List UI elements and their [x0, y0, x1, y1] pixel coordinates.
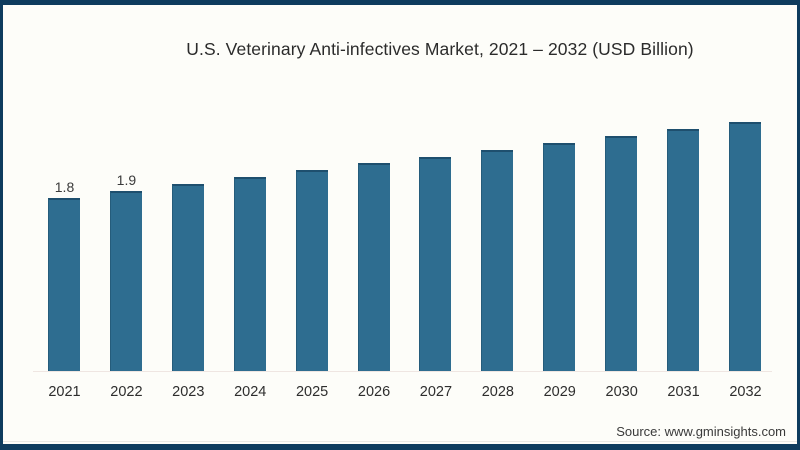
x-axis-tick-label-2022: 2022 [110, 384, 143, 400]
x-axis-tick-label-2031: 2031 [667, 384, 700, 400]
bar-2031: 2031 [667, 129, 700, 400]
bar-2032: 2032 [728, 122, 762, 400]
x-axis-tick-label-2023: 2023 [172, 384, 205, 400]
x-axis-tick-label-2021: 2021 [48, 384, 81, 400]
x-axis-tick-label-2028: 2028 [481, 384, 514, 400]
x-axis-tick-label-2027: 2027 [419, 384, 453, 400]
x-axis-tick-label-2032: 2032 [729, 384, 762, 400]
bar-2024: 2024 [233, 177, 266, 400]
bar-2026: 2026 [357, 163, 390, 400]
bars-container: 1.8 2021 1.9 2022 2023 2024 2025 2026 2027 2028 20… [48, 5, 762, 400]
footer-divider [3, 441, 797, 442]
plot-area: 1.8 2021 1.9 2022 2023 2024 2025 2026 2027 2028 20… [3, 5, 797, 400]
bar-value-label-2021: 1.8 [54, 179, 75, 195]
bar-value-label-2022: 1.9 [116, 172, 137, 188]
source-attribution: Source: www.gminsights.com [616, 424, 786, 439]
bar-2027: 2027 [419, 157, 452, 400]
x-axis-line [33, 371, 772, 372]
x-axis-tick-label-2030: 2030 [605, 384, 638, 400]
bar-2025: 2025 [295, 170, 328, 400]
bar-2021: 1.8 2021 [48, 179, 81, 400]
bar-2030: 2030 [605, 136, 638, 400]
bar-2023: 2023 [171, 184, 204, 400]
x-axis-tick-label-2024: 2024 [234, 384, 267, 400]
x-axis-tick-label-2029: 2029 [543, 384, 576, 400]
x-axis-tick-label-2025: 2025 [295, 384, 329, 400]
bar-2029: 2029 [543, 143, 576, 400]
bar-2022: 1.9 2022 [109, 172, 143, 400]
bar-2028: 2028 [481, 150, 514, 400]
chart-title: U.S. Veterinary Anti-infectives Market, … [186, 39, 694, 59]
x-axis-tick-label-2026: 2026 [357, 384, 391, 400]
